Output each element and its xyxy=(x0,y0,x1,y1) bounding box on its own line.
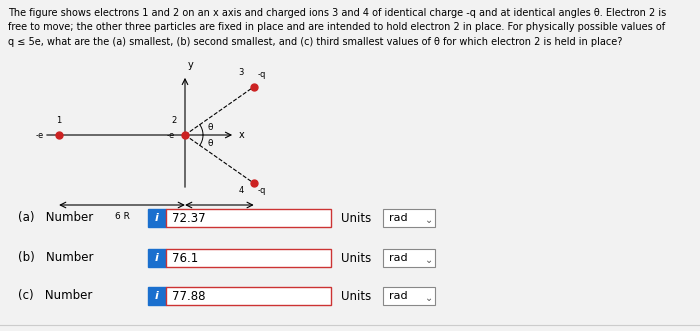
Text: 1: 1 xyxy=(57,116,62,125)
Text: -e: -e xyxy=(36,130,44,139)
Text: rad: rad xyxy=(389,213,407,223)
Text: -q: -q xyxy=(258,70,266,79)
Text: 72.37: 72.37 xyxy=(172,212,206,224)
Text: 3: 3 xyxy=(239,68,244,77)
Text: Units: Units xyxy=(341,252,371,264)
Text: The figure shows electrons 1 and 2 on an x axis and charged ions 3 and 4 of iden: The figure shows electrons 1 and 2 on an… xyxy=(8,8,666,47)
Text: rad: rad xyxy=(389,253,407,263)
Bar xyxy=(383,209,435,227)
Text: (c)   Number: (c) Number xyxy=(18,290,92,303)
Text: i: i xyxy=(155,291,159,301)
Text: ⌄: ⌄ xyxy=(425,255,433,265)
Text: i: i xyxy=(155,213,159,223)
Text: (b)   Number: (b) Number xyxy=(18,252,94,264)
Bar xyxy=(148,287,166,305)
Bar xyxy=(148,209,166,227)
Text: θ: θ xyxy=(207,138,213,148)
Text: 76.1: 76.1 xyxy=(172,252,198,264)
Text: 4: 4 xyxy=(239,186,244,195)
Text: y: y xyxy=(188,60,194,70)
Text: 77.88: 77.88 xyxy=(172,290,206,303)
Text: Units: Units xyxy=(341,212,371,224)
Text: i: i xyxy=(155,253,159,263)
Text: -q: -q xyxy=(258,186,266,195)
Text: ⌄: ⌄ xyxy=(425,293,433,303)
Text: 2: 2 xyxy=(172,116,177,125)
Text: ⌄: ⌄ xyxy=(425,215,433,225)
Bar xyxy=(166,287,331,305)
Text: 4 R: 4 R xyxy=(212,212,227,221)
Text: x: x xyxy=(239,130,245,140)
Bar xyxy=(383,249,435,267)
Bar xyxy=(383,287,435,305)
Text: 6 R: 6 R xyxy=(115,212,130,221)
Bar xyxy=(166,209,331,227)
Text: rad: rad xyxy=(389,291,407,301)
Text: Units: Units xyxy=(341,290,371,303)
Bar xyxy=(166,249,331,267)
Text: -e: -e xyxy=(167,130,175,139)
Text: θ: θ xyxy=(207,122,213,131)
Text: (a)   Number: (a) Number xyxy=(18,212,93,224)
Bar xyxy=(148,249,166,267)
